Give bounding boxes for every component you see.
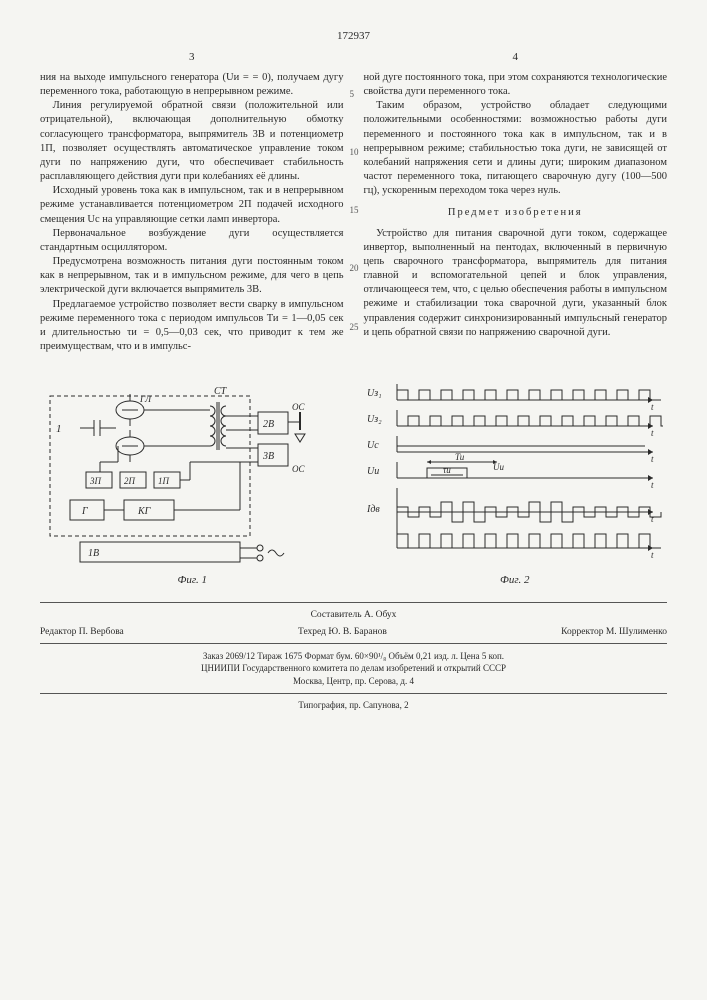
para: ния на выходе импульсного генератора (Uи… bbox=[40, 71, 344, 99]
svg-text:1В: 1В bbox=[88, 548, 99, 559]
svg-text:Ти: Ти bbox=[455, 452, 465, 462]
line-mark: 10 bbox=[350, 146, 359, 158]
compiler-line: Составитель А. Обух bbox=[40, 609, 667, 622]
imprint: Заказ 2069/12 Тираж 1675 Формат бум. 60×… bbox=[40, 650, 667, 688]
para: ной дуге постоянного тока, при этом сохр… bbox=[364, 71, 668, 99]
svg-text:t: t bbox=[651, 454, 654, 464]
svg-text:Uи: Uи bbox=[493, 462, 504, 472]
fig1-caption: Фиг. 1 bbox=[40, 574, 345, 586]
divider bbox=[40, 693, 667, 694]
svg-text:t: t bbox=[651, 428, 654, 438]
svg-text:СТ: СТ bbox=[214, 386, 228, 397]
typography-line: Типография, пр. Сапунова, 2 bbox=[40, 700, 667, 710]
right-column-number: 4 bbox=[364, 50, 668, 65]
svg-text:3В: 3В bbox=[262, 451, 274, 462]
right-column: 5 10 15 20 25 4 ной дуге постоянного ток… bbox=[364, 50, 668, 354]
line-numbers: 5 10 15 20 25 bbox=[350, 50, 359, 333]
svg-text:1П: 1П bbox=[158, 476, 170, 486]
techred: Техред Ю. В. Баранов bbox=[298, 627, 387, 637]
svg-text:Uи: Uи bbox=[367, 466, 379, 477]
svg-text:t: t bbox=[651, 550, 654, 560]
fig2-caption: Фиг. 2 bbox=[363, 574, 668, 586]
line-mark: 25 bbox=[350, 321, 359, 333]
svg-text:ГЛ: ГЛ bbox=[139, 394, 152, 404]
para: Таким образом, устройство обладает следу… bbox=[364, 99, 668, 198]
svg-text:τи: τи bbox=[443, 465, 451, 475]
imprint-line: Москва, Центр, пр. Серова, д. 4 bbox=[40, 675, 667, 688]
para: Линия регулируемой обратной связи (полож… bbox=[40, 99, 344, 184]
text-columns: 3 ния на выходе импульсного генератора (… bbox=[40, 50, 667, 354]
page: 172937 3 ния на выходе импульсного генер… bbox=[0, 0, 707, 1000]
imprint-line: Заказ 2069/12 Тираж 1675 Формат бум. 60×… bbox=[40, 650, 667, 663]
svg-text:t: t bbox=[651, 402, 654, 412]
svg-text:ОС: ОС bbox=[292, 402, 305, 412]
divider bbox=[40, 602, 667, 603]
subject-heading: Предмет изобретения bbox=[364, 206, 668, 220]
svg-text:Г: Г bbox=[81, 506, 88, 517]
corrector: Корректор М. Шулименко bbox=[561, 627, 667, 637]
left-column: 3 ния на выходе импульсного генератора (… bbox=[40, 50, 344, 354]
para: Исходный уровень тока как в импульсном, … bbox=[40, 184, 344, 227]
divider bbox=[40, 643, 667, 644]
svg-text:t: t bbox=[651, 514, 654, 524]
waveforms-svg: Uз₁ t Uз₂ t Uс t Uи t Тиτи Uи Iдв t t bbox=[363, 372, 663, 572]
svg-text:1: 1 bbox=[56, 423, 62, 435]
figures-row: 1 ГЛ СТ 2В 3В ОС ОС 3П 2П 1П Г КГ 1В Фиг. 1 Uз₁ t Uз₂ t… bbox=[40, 372, 667, 586]
line-mark: 20 bbox=[350, 262, 359, 274]
editor: Редактор П. Вербова bbox=[40, 627, 124, 637]
imprint-line: ЦНИИПИ Государственного комитета по дела… bbox=[40, 662, 667, 675]
svg-text:t: t bbox=[651, 480, 654, 490]
para: Предлагаемое устройство позволяет вести … bbox=[40, 298, 344, 355]
svg-text:Uз₂: Uз₂ bbox=[367, 414, 382, 425]
line-mark: 15 bbox=[350, 204, 359, 216]
para: Первоначальное возбуждение дуги осуществ… bbox=[40, 227, 344, 255]
left-column-number: 3 bbox=[40, 50, 344, 65]
schematic-svg: 1 ГЛ СТ 2В 3В ОС ОС 3П 2П 1П Г КГ 1В bbox=[40, 372, 340, 572]
svg-text:Uз₁: Uз₁ bbox=[367, 388, 382, 399]
credits-row: Редактор П. Вербова Техред Ю. В. Баранов… bbox=[40, 627, 667, 637]
svg-text:2В: 2В bbox=[263, 419, 274, 430]
para: Предусмотрена возможность питания дуги п… bbox=[40, 255, 344, 298]
svg-text:2П: 2П bbox=[124, 476, 136, 486]
claim-para: Устройство для питания сварочной дуги то… bbox=[364, 227, 668, 340]
patent-number: 172937 bbox=[40, 30, 667, 42]
svg-text:Iдв: Iдв bbox=[366, 504, 380, 515]
svg-text:КГ: КГ bbox=[137, 506, 151, 517]
svg-text:Uс: Uс bbox=[367, 440, 379, 451]
figure-2: Uз₁ t Uз₂ t Uс t Uи t Тиτи Uи Iдв t t Фиг. 2 bbox=[363, 372, 668, 586]
svg-text:3П: 3П bbox=[89, 476, 102, 486]
figure-1: 1 ГЛ СТ 2В 3В ОС ОС 3П 2П 1П Г КГ 1В Фиг. 1 bbox=[40, 372, 345, 586]
svg-text:ОС: ОС bbox=[292, 464, 305, 474]
line-mark: 5 bbox=[350, 88, 359, 100]
